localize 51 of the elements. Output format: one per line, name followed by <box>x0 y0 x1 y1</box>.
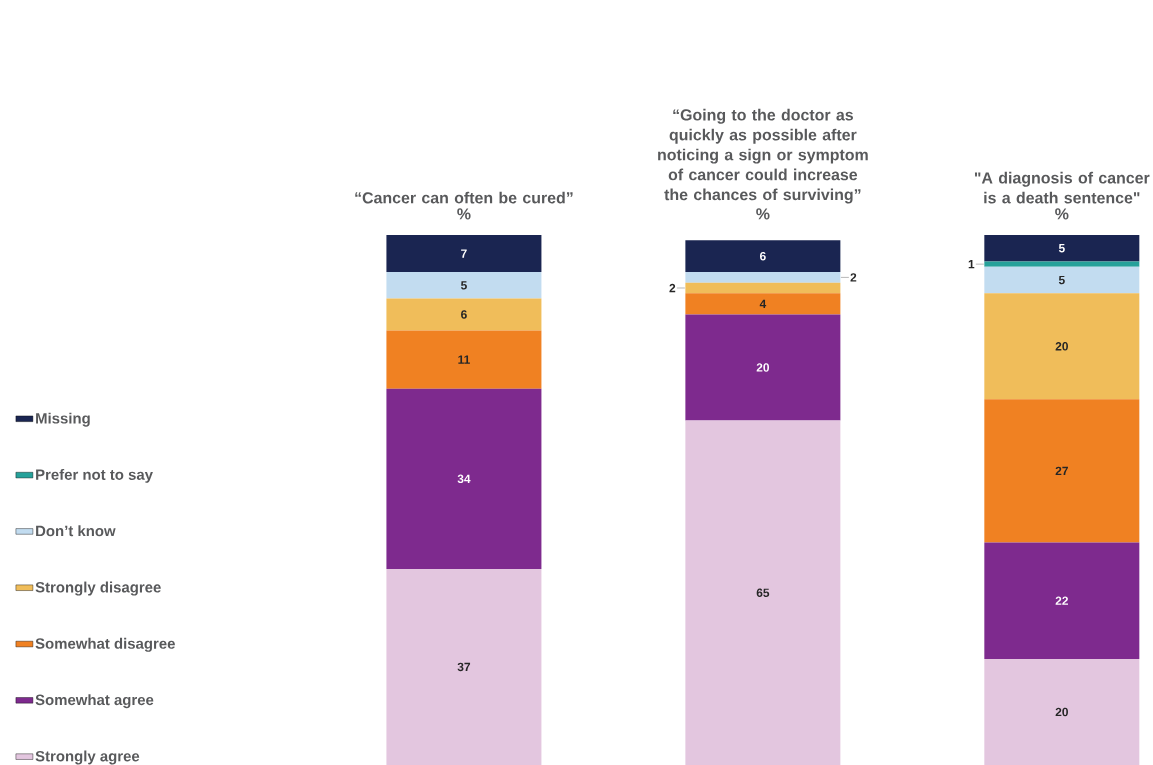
data-label: 5 <box>1058 244 1065 253</box>
data-label: 5 <box>1058 275 1065 285</box>
data-label: 20 <box>756 363 770 372</box>
data-label: 6 <box>759 251 766 261</box>
text: % <box>1055 208 1069 220</box>
x-tick-label: “Going to the doctor as quickly as possible after noticing a sign or symptom of cancer could increase the chances of surviving” <box>658 108 868 204</box>
bar <box>386 272 542 299</box>
bar <box>984 234 1140 262</box>
bar <box>984 266 1140 294</box>
bar <box>685 314 841 421</box>
bar <box>685 293 841 315</box>
data-label: 2 <box>669 283 676 293</box>
data-label: 27 <box>1055 466 1068 476</box>
bar <box>685 282 841 294</box>
legend-label: Prefer not to say <box>36 468 153 483</box>
data-label: 11 <box>458 355 470 364</box>
y-axis-title: % <box>457 208 471 220</box>
legend-label: Strongly disagree <box>35 581 161 596</box>
data-label: 65 <box>756 588 770 597</box>
legend-label: Strongly agree <box>35 750 140 765</box>
bar <box>386 568 542 765</box>
data-label: 34 <box>457 474 471 484</box>
bar <box>984 542 1140 659</box>
bar <box>685 272 841 283</box>
legend-label: Missing <box>36 412 90 427</box>
data-label: 37 <box>457 662 471 672</box>
bar <box>386 388 542 569</box>
text: % <box>756 208 770 220</box>
bar <box>685 420 841 765</box>
data-label: 1 <box>968 260 975 269</box>
data-label: 22 <box>1055 596 1068 605</box>
bar <box>984 293 1140 400</box>
x-tick-label: "A diagnosis of cancer is a death sentence" <box>974 171 1150 204</box>
data-label: 20 <box>1055 707 1068 717</box>
bar <box>386 298 542 331</box>
x-tick-label: “Cancer can often be cured” <box>355 191 573 204</box>
bar <box>685 240 841 273</box>
bar <box>386 330 542 389</box>
bar <box>984 261 1140 267</box>
legend-label: Don’t know <box>36 525 116 537</box>
legend-label: Somewhat disagree <box>35 637 175 652</box>
data-label: 20 <box>1055 342 1068 351</box>
bar <box>984 659 1140 765</box>
bar <box>386 234 542 273</box>
bar <box>984 399 1140 543</box>
legend-label: Somewhat agree <box>35 694 154 709</box>
data-label: 6 <box>461 310 467 319</box>
data-label: 2 <box>850 273 857 282</box>
data-label: 5 <box>460 281 467 290</box>
data-label: 4 <box>759 299 767 309</box>
data-label: 7 <box>461 249 467 258</box>
